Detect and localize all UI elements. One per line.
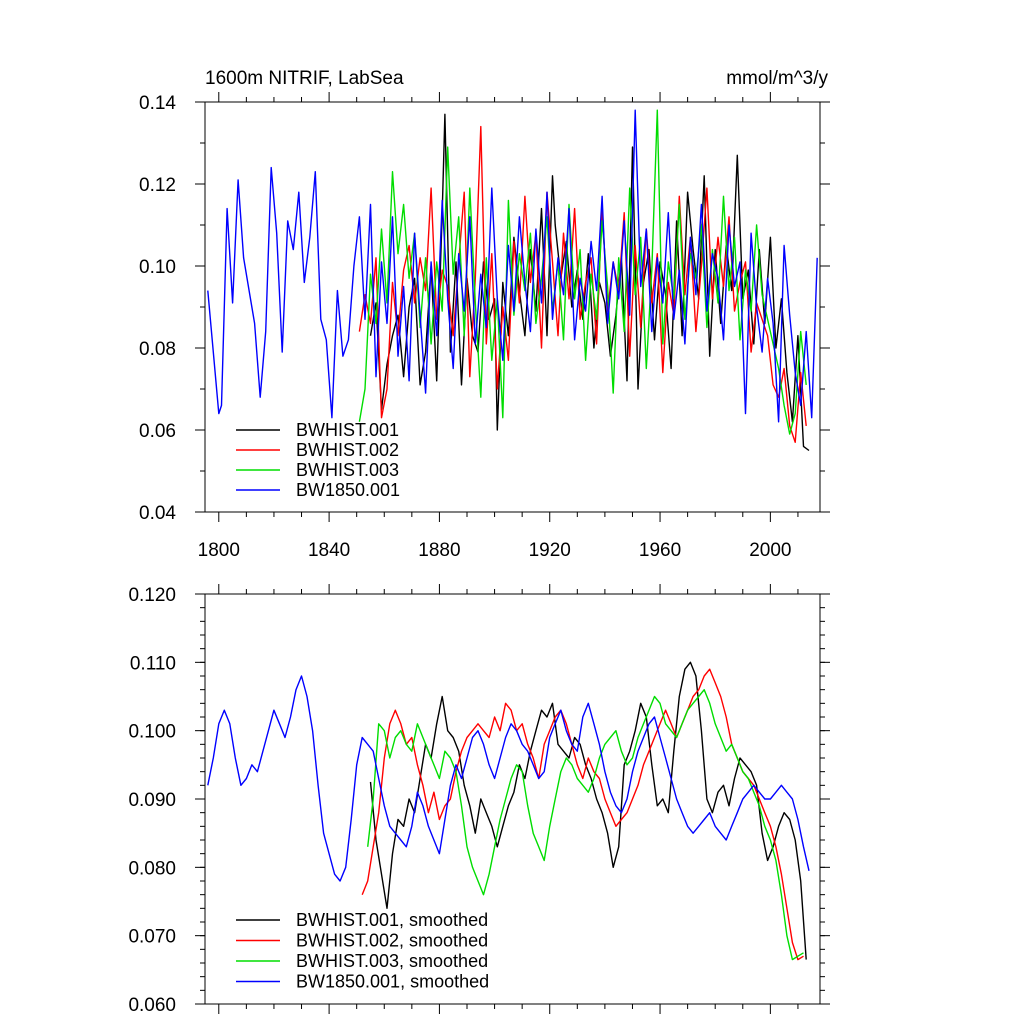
top-y-tick-label: 0.06 [139,421,176,442]
chart-top: 1600m NITRIF, LabSea mmol/m^3/y 1800 1840… [139,68,830,561]
top-legend-label-bwhist-003: BWHIST.003 [296,460,399,480]
top-legend-label-bwhist-001: BWHIST.001 [296,420,399,440]
bot-y-tick-label: 0.110 [130,653,176,674]
top-x-tick-label: 1880 [418,540,460,561]
bottom-axes: 0.060 0.070 0.080 0.090 0.100 0.110 0.120 [128,584,830,1016]
top-series-line-bw1850-001 [207,109,818,423]
top-series-line-bwhist-002 [358,125,807,443]
top-x-tick-label: 1920 [529,540,571,561]
bot-series-line-bwhist-001-smoothed [369,661,807,960]
bot-y-tick-label: 0.100 [128,722,176,743]
top-y-tick-label: 0.08 [139,339,176,360]
bot-legend-label-bwhist-002-smoothed: BWHIST.002, smoothed [296,931,488,951]
bot-legend-label-bw1850-001-smoothed: BW1850.001, smoothed [296,972,489,992]
bot-series-line-bw1850-001-smoothed [207,675,810,882]
chart-units-label: mmol/m^3/y [726,68,828,89]
bot-y-tick-label: 0.070 [128,927,176,948]
top-y-tick-label: 0.04 [139,503,176,524]
bottom-series-group [207,661,810,961]
bot-legend-label-bwhist-003-smoothed: BWHIST.003, smoothed [296,951,488,971]
bot-y-tick-label: 0.120 [128,585,176,606]
bot-y-tick-label: 0.090 [128,790,176,811]
top-legend-label-bw1850-001: BW1850.001 [296,480,400,500]
chart-bottom: 0.060 0.070 0.080 0.090 0.100 0.110 0.120 BWHI… [128,584,830,1016]
top-series-group [207,109,818,452]
top-y-tick-label: 0.12 [139,175,176,196]
top-series-line-bwhist-001 [369,113,810,452]
top-legend-label-bwhist-002: BWHIST.002 [296,440,399,460]
chart-title-left: 1600m NITRIF, LabSea [205,68,404,89]
top-x-tick-label: 1840 [308,540,350,561]
bot-y-tick-label: 0.080 [128,858,176,879]
bot-y-tick-label: 0.060 [128,995,176,1016]
bot-legend-label-bwhist-001-smoothed: BWHIST.001, smoothed [296,910,488,930]
bot-series-line-bwhist-002-smoothed [361,668,804,961]
top-x-tick-label: 1800 [198,540,240,561]
top-y-tick-label: 0.10 [139,257,176,278]
top-axes: 1800 1840 1880 1920 1960 2000 0.04 0.06 0.08 0.10… [139,92,830,561]
top-y-tick-label: 0.14 [139,93,176,114]
top-x-tick-label: 1960 [639,540,681,561]
top-x-tick-label: 2000 [749,540,791,561]
bot-series-line-bwhist-003-smoothed [367,689,804,961]
